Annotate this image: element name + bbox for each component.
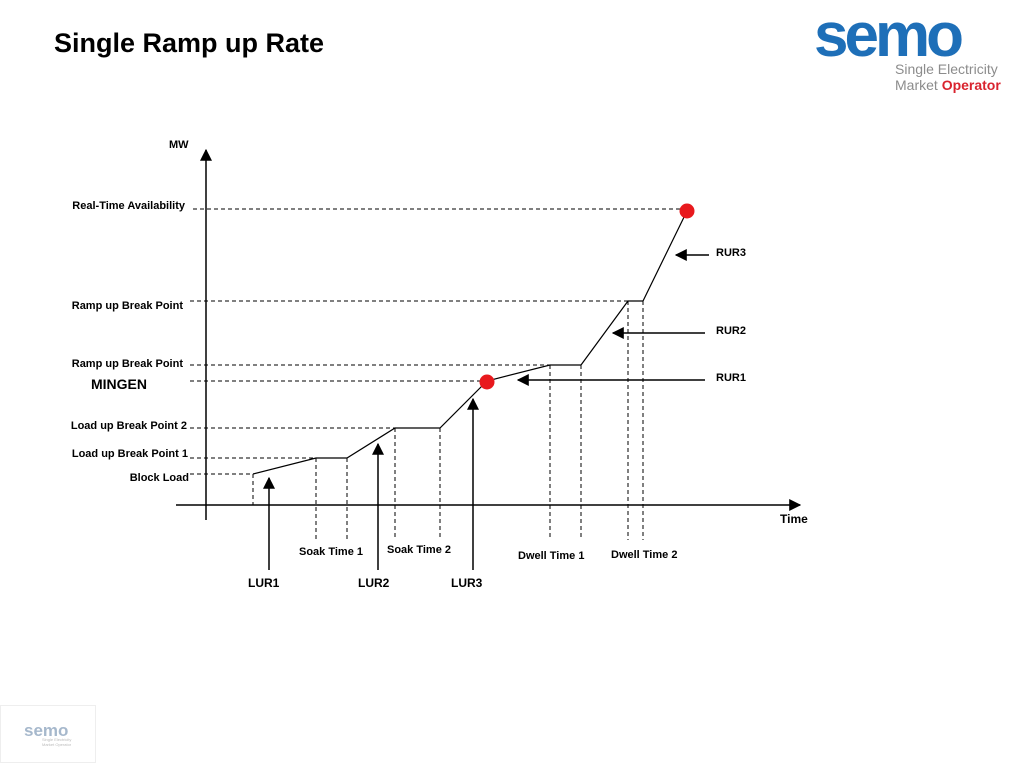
logo-line2-market: Market <box>895 77 942 93</box>
time-label-soak1: Soak Time 1 <box>299 546 363 558</box>
time-label-soak2: Soak Time 2 <box>387 544 451 556</box>
level-label-lbp2: Load up Break Point 2 <box>71 420 187 432</box>
rate-label-rur1: RUR1 <box>716 372 746 384</box>
mini-logo-line2: Market Operator <box>42 742 72 747</box>
rate-label-lur3: LUR3 <box>451 576 483 590</box>
rate-label-lur1: LUR1 <box>248 576 280 590</box>
mini-semo-logo: semo Single Electricity Market Operator <box>0 705 96 763</box>
rate-label-rur2: RUR2 <box>716 325 746 337</box>
rate-label-rur3: RUR3 <box>716 247 746 259</box>
semo-logo: semo Single Electricity Market Operator <box>814 4 1001 93</box>
time-label-dwell2: Dwell Time 2 <box>611 549 677 561</box>
logo-line2-operator: Operator <box>942 77 1002 93</box>
mini-logo-frame <box>0 705 96 763</box>
level-label-rbp1: Ramp up Break Point <box>72 358 184 370</box>
level-label-lbp1: Load up Break Point 1 <box>72 448 188 460</box>
rate-label-lur2: LUR2 <box>358 576 390 590</box>
level-label-rbp2: Ramp up Break Point <box>72 300 184 312</box>
mini-logo-word: semo <box>24 721 68 740</box>
level-label-rta: Real-Time Availability <box>72 200 186 212</box>
y-axis-label: MW <box>169 139 189 151</box>
mini-logo-line1: Single Electricity <box>42 737 71 742</box>
logo-word-text: semo <box>814 4 962 70</box>
mingen-marker <box>479 374 495 390</box>
x-axis-label: Time <box>780 512 808 526</box>
logo-line2: Market Operator <box>895 77 1001 93</box>
ramp-profile <box>252 210 688 475</box>
time-label-dwell1: Dwell Time 1 <box>518 550 584 562</box>
slide-title: Single Ramp up Rate <box>54 28 325 58</box>
logo-word: semo <box>814 4 962 70</box>
level-label-mingen: MINGEN <box>91 376 147 392</box>
rta-marker <box>679 203 695 219</box>
logo-line1: Single Electricity <box>895 61 998 77</box>
level-label-block: Block Load <box>130 472 189 484</box>
